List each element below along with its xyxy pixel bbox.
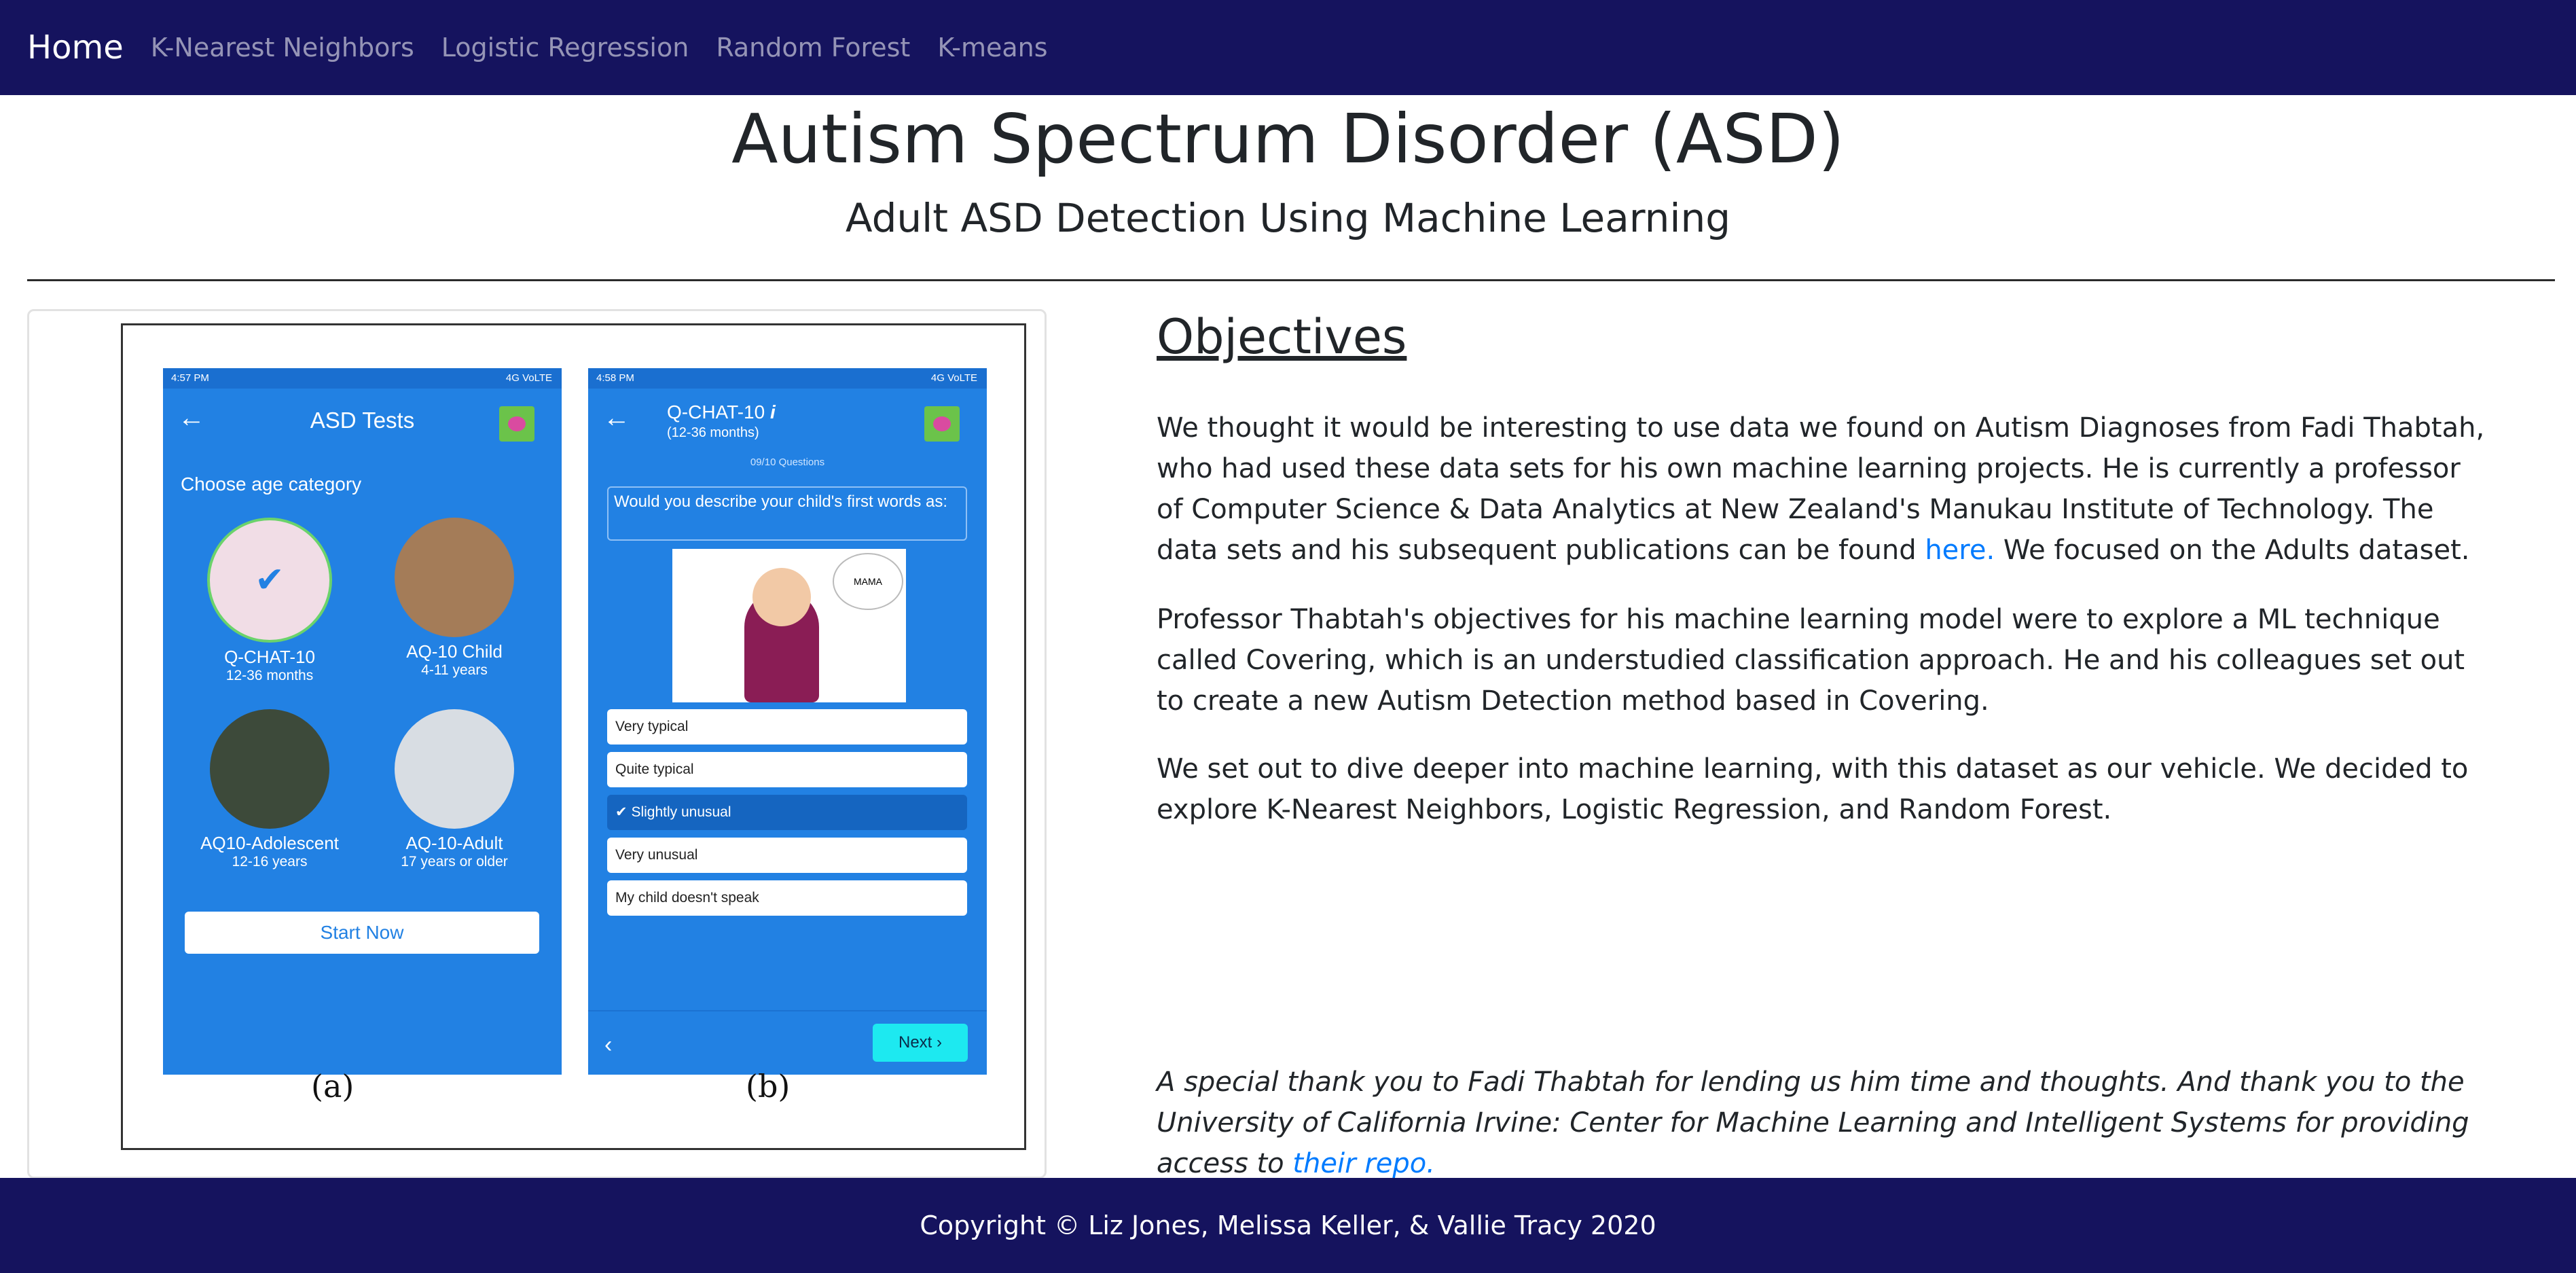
page-subtitle: Adult ASD Detection Using Machine Learni… (0, 189, 2576, 247)
dataset-link[interactable]: here. (1925, 535, 1995, 566)
questionnaire-age-range: (12-36 months) (667, 425, 759, 441)
next-label: Next (899, 1033, 932, 1052)
status-network: 4G VoLTE (931, 368, 977, 389)
age-category-prompt: Choose age category (181, 473, 361, 495)
questionnaire-name: Q-CHAT-10 (667, 401, 765, 423)
header-divider (27, 279, 2555, 281)
figure-label-a: (a) (311, 1068, 354, 1105)
answer-option: Very unusual (607, 838, 967, 873)
category-name: AQ-10 Child (363, 641, 546, 662)
answer-option-selected: ✔ Slightly unusual (607, 795, 967, 830)
answer-option-label: Slightly unusual (631, 804, 731, 820)
app-screenshot-qchat-question: 4:58 PM 4G VoLTE ← Q-CHAT-10 i (12-36 mo… (588, 368, 987, 1075)
answer-option: Quite typical (607, 752, 967, 787)
info-icon: i (770, 401, 776, 423)
repo-link[interactable]: their repo. (1292, 1148, 1435, 1179)
mascot-icon (924, 406, 960, 442)
objectives-heading: Objectives (1157, 309, 1407, 365)
app-screenshot-asd-tests: 4:57 PM 4G VoLTE ← ASD Tests Choose age … (163, 368, 562, 1075)
category-name: AQ10-Adolescent (178, 833, 361, 854)
avatar (210, 709, 329, 829)
copyright-text: Copyright © Liz Jones, Melissa Keller, &… (920, 1211, 1656, 1240)
objectives-paragraph-1: We thought it would be interesting to us… (1157, 408, 2495, 571)
objectives-paragraph-2: Professor Thabtah's objectives for his m… (1157, 599, 2495, 721)
figure-label-b: (b) (746, 1068, 790, 1105)
question-image: MAMA (672, 549, 906, 702)
speech-bubble: MAMA (833, 553, 903, 610)
start-now-button: Start Now (185, 912, 539, 954)
acknowledgement: A special thank you to Fadi Thabtah for … (1157, 1062, 2481, 1184)
avatar: ✔ (207, 518, 332, 643)
avatar (395, 709, 514, 829)
category-aq-adult: AQ-10-Adult 17 years or older (363, 709, 546, 870)
nav-home-link[interactable]: Home (27, 29, 124, 67)
category-age: 17 years or older (363, 854, 546, 870)
nav-link-random-forest[interactable]: Random Forest (702, 33, 924, 62)
category-aq-child: AQ-10 Child 4-11 years (363, 518, 546, 679)
category-age: 12-16 years (178, 854, 361, 870)
answer-option: Very typical (607, 709, 967, 745)
category-aq-adolescent: AQ10-Adolescent 12-16 years (178, 709, 361, 870)
question-nav: ‹ Next › (588, 1010, 987, 1075)
question-counter: 09/10 Questions (588, 456, 987, 468)
status-bar: 4:58 PM 4G VoLTE (588, 368, 987, 389)
page-title: Autism Spectrum Disorder (ASD) (0, 98, 2576, 180)
next-button: Next › (873, 1024, 968, 1062)
question-text: Would you describe your child's first wo… (607, 486, 967, 541)
category-name: AQ-10-Adult (363, 833, 546, 854)
mascot-icon (499, 406, 534, 442)
category-age: 4-11 years (363, 662, 546, 679)
category-age: 12-36 months (178, 668, 361, 684)
footer: Copyright © Liz Jones, Melissa Keller, &… (0, 1178, 2576, 1273)
answer-option: My child doesn't speak (607, 880, 967, 916)
paragraph-text: We focused on the Adults dataset. (1995, 535, 2469, 566)
status-bar: 4:57 PM 4G VoLTE (163, 368, 562, 389)
status-network: 4G VoLTE (506, 368, 552, 389)
nav-link-k-means[interactable]: K-means (924, 33, 1061, 62)
status-time: 4:58 PM (596, 368, 634, 389)
avatar (395, 518, 514, 637)
nav-link-logistic-regression[interactable]: Logistic Regression (428, 33, 703, 62)
nav-link-knn[interactable]: K-Nearest Neighbors (137, 33, 428, 62)
objectives-paragraph-3: We set out to dive deeper into machine l… (1157, 749, 2495, 830)
check-icon: ✔ (615, 804, 631, 820)
category-name: Q-CHAT-10 (178, 647, 361, 668)
questionnaire-title: Q-CHAT-10 i (667, 402, 776, 423)
chevron-left-icon: ‹ (604, 1032, 612, 1058)
navbar: Home K-Nearest Neighbors Logistic Regres… (0, 0, 2576, 95)
check-icon: ✔ (255, 560, 285, 600)
status-time: 4:57 PM (171, 368, 209, 389)
app-bar: ← ASD Tests (163, 389, 562, 450)
category-qchat: ✔ Q-CHAT-10 12-36 months (178, 518, 361, 684)
back-arrow-icon: ← (603, 401, 630, 435)
app-bar: ← Q-CHAT-10 i (12-36 months) (588, 389, 987, 450)
